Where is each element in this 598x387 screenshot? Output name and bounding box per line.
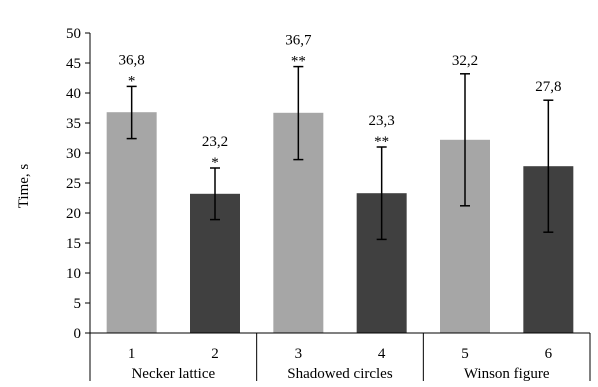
- x-category-label: 2: [211, 346, 219, 362]
- y-tick-label: 30: [66, 146, 81, 162]
- y-tick-label: 15: [66, 236, 81, 252]
- axes: [89, 33, 590, 334]
- data-label-6: 27,8: [535, 79, 561, 95]
- data-label-2: 23,2: [202, 134, 228, 150]
- x-category-label: 3: [295, 346, 303, 362]
- significance-marker: *: [128, 73, 136, 89]
- data-label-4: 23,3: [369, 113, 395, 129]
- data-label-1: 36,8: [119, 52, 145, 68]
- x-axis-categories: 1 2 3 4 5 6: [128, 346, 553, 362]
- x-category-label: 5: [461, 346, 469, 362]
- y-tick-label: 0: [74, 326, 82, 342]
- x-group-label: Shadowed circles: [287, 366, 393, 382]
- y-axis-ticks: 0 5 10 15 20 25 30 35 40 45 50: [66, 26, 90, 342]
- data-label-3: 36,7: [285, 33, 312, 49]
- y-tick-label: 45: [66, 56, 81, 72]
- y-tick-label: 10: [66, 266, 81, 282]
- x-group-label: Winson figure: [464, 366, 550, 382]
- bars: [106, 112, 574, 333]
- significance-marker: *: [211, 155, 219, 171]
- bar-1: [106, 112, 157, 333]
- x-category-label: 4: [378, 346, 386, 362]
- y-axis-title: Time, s: [16, 164, 32, 209]
- y-tick-label: 40: [66, 86, 81, 102]
- data-label-5: 32,2: [452, 53, 478, 69]
- y-tick-label: 50: [66, 26, 81, 42]
- y-tick-label: 20: [66, 206, 81, 222]
- x-category-label: 6: [545, 346, 553, 362]
- x-category-label: 1: [128, 346, 136, 362]
- data-labels: * 36,8 * 23,2 ** 36,7 ** 23,3 32,2 27,8: [119, 33, 562, 171]
- y-tick-label: 35: [66, 116, 81, 132]
- significance-marker: **: [374, 134, 389, 150]
- significance-marker: **: [291, 54, 306, 70]
- error-bars: [126, 65, 554, 241]
- x-axis-groups: Necker lattice Shadowed circles Winson fig…: [89, 333, 591, 382]
- y-tick-label: 5: [74, 296, 82, 312]
- y-tick-label: 25: [66, 176, 81, 192]
- x-group-label: Necker lattice: [131, 366, 215, 382]
